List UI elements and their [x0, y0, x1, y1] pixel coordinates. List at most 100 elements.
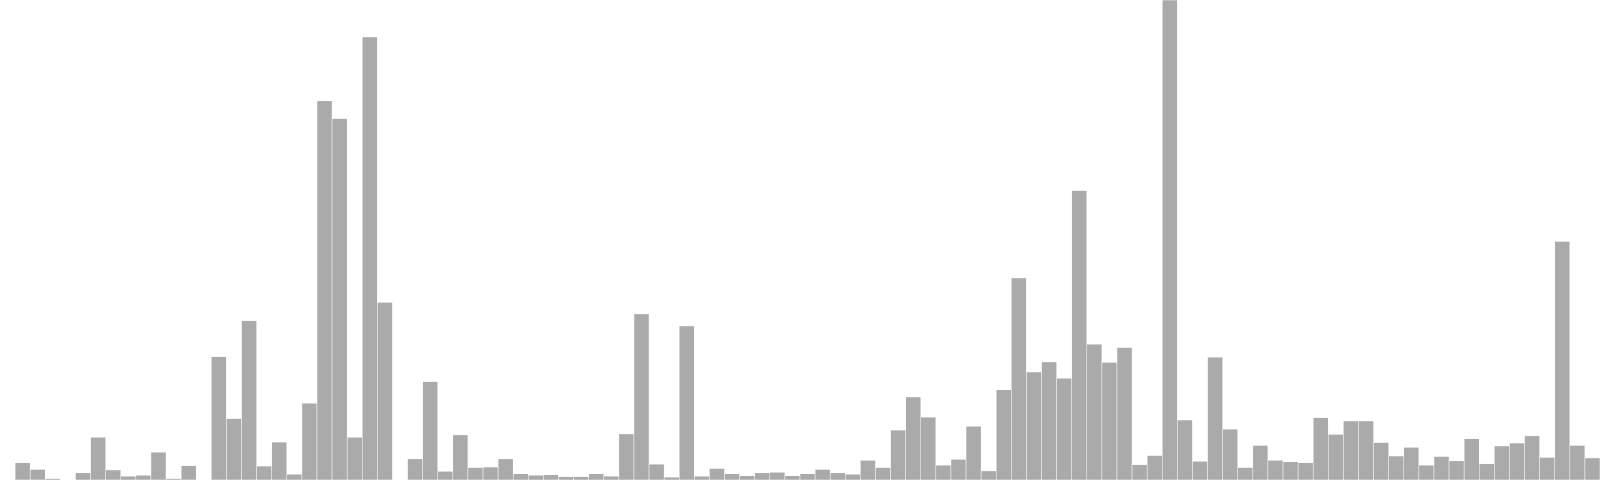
bar-90	[1358, 420, 1374, 480]
bar-52	[784, 475, 801, 480]
bar-30	[452, 434, 469, 480]
bar-77	[1162, 0, 1178, 480]
bar-43	[648, 463, 665, 480]
bar-45	[679, 325, 695, 480]
bar-86	[1297, 462, 1314, 480]
bar-28	[422, 381, 438, 480]
bar-2	[29, 469, 46, 480]
bar-63	[950, 459, 967, 480]
bar-102	[1539, 457, 1555, 480]
bar-95	[1433, 456, 1450, 480]
bar-17	[256, 465, 272, 480]
bar-53	[799, 473, 816, 480]
bar-74	[1116, 347, 1133, 480]
bar-91	[1373, 442, 1389, 480]
bar-78	[1177, 419, 1193, 480]
bar-31	[467, 467, 484, 480]
bar-85	[1282, 461, 1299, 480]
bar-46	[694, 475, 710, 480]
bar-36	[543, 474, 559, 480]
bar-98	[1479, 463, 1495, 480]
bar-97	[1463, 438, 1480, 480]
bar-93	[1403, 447, 1420, 480]
bar-105	[1584, 457, 1600, 480]
bar-38	[573, 476, 589, 480]
bar-88	[1328, 434, 1344, 480]
bar-25	[377, 302, 393, 480]
bar-24	[362, 36, 378, 480]
bar-6	[90, 437, 106, 480]
bar-19	[286, 473, 303, 480]
bar-80	[1207, 356, 1223, 480]
bar-23	[346, 437, 363, 480]
bar-82	[1237, 467, 1254, 480]
bar-55	[829, 472, 846, 480]
bar-75	[1131, 464, 1148, 480]
bar-21	[316, 100, 333, 480]
bar-10	[150, 451, 167, 480]
bar-101	[1524, 435, 1540, 480]
bar-15	[226, 418, 242, 480]
bar-70	[1056, 377, 1072, 480]
bar-79	[1192, 461, 1208, 480]
bar-89	[1343, 420, 1359, 480]
bar-96	[1448, 460, 1465, 480]
bar-50	[754, 472, 771, 480]
bar-39	[588, 473, 605, 480]
bar-5	[75, 472, 91, 480]
bar-9	[135, 474, 152, 480]
bar-48	[724, 473, 740, 480]
bar-92	[1388, 455, 1405, 480]
bar-104	[1569, 445, 1586, 480]
bar-73	[1101, 362, 1118, 480]
bar-57	[860, 460, 876, 480]
bar-33	[497, 458, 514, 480]
bar-7	[105, 469, 122, 480]
bar-100	[1509, 442, 1525, 480]
bar-54	[814, 469, 831, 480]
bars-group	[14, 0, 1600, 480]
bar-32	[482, 466, 499, 480]
bar-72	[1086, 343, 1103, 480]
bar-27	[407, 458, 423, 480]
bar-81	[1222, 428, 1238, 480]
bar-22	[331, 118, 348, 480]
bar-62	[935, 464, 952, 480]
bar-40	[603, 475, 620, 480]
bar-68	[1026, 371, 1042, 480]
bar-37	[558, 476, 574, 480]
bar-65	[980, 470, 997, 480]
bar-103	[1554, 241, 1571, 480]
bar-34	[512, 473, 529, 480]
bar-47	[709, 468, 725, 480]
bar-87	[1312, 417, 1329, 480]
bar-12	[180, 465, 197, 480]
bar-20	[301, 402, 318, 480]
bar-69	[1041, 361, 1057, 480]
bar-51	[769, 472, 786, 480]
bar-1	[14, 462, 31, 480]
bar-56	[845, 473, 861, 480]
bar-41	[618, 433, 635, 480]
bar-8	[120, 475, 137, 480]
bar-76	[1146, 455, 1163, 480]
bar-35	[528, 474, 544, 480]
bar-14	[211, 356, 227, 480]
bar-83	[1252, 445, 1269, 480]
bar-49	[739, 475, 755, 480]
bar-99	[1494, 445, 1510, 480]
bar-59	[890, 429, 906, 480]
bar-66	[995, 389, 1012, 480]
bar-18	[271, 441, 288, 480]
bar-67	[1011, 277, 1027, 480]
bar-58	[875, 467, 891, 480]
bar-64	[965, 425, 982, 480]
bar-84	[1267, 460, 1284, 480]
bar-42	[633, 313, 650, 480]
bar-60	[905, 396, 921, 480]
bar-29	[437, 471, 454, 480]
bar-16	[241, 320, 257, 480]
bar-94	[1418, 464, 1435, 480]
bar-61	[920, 416, 937, 480]
